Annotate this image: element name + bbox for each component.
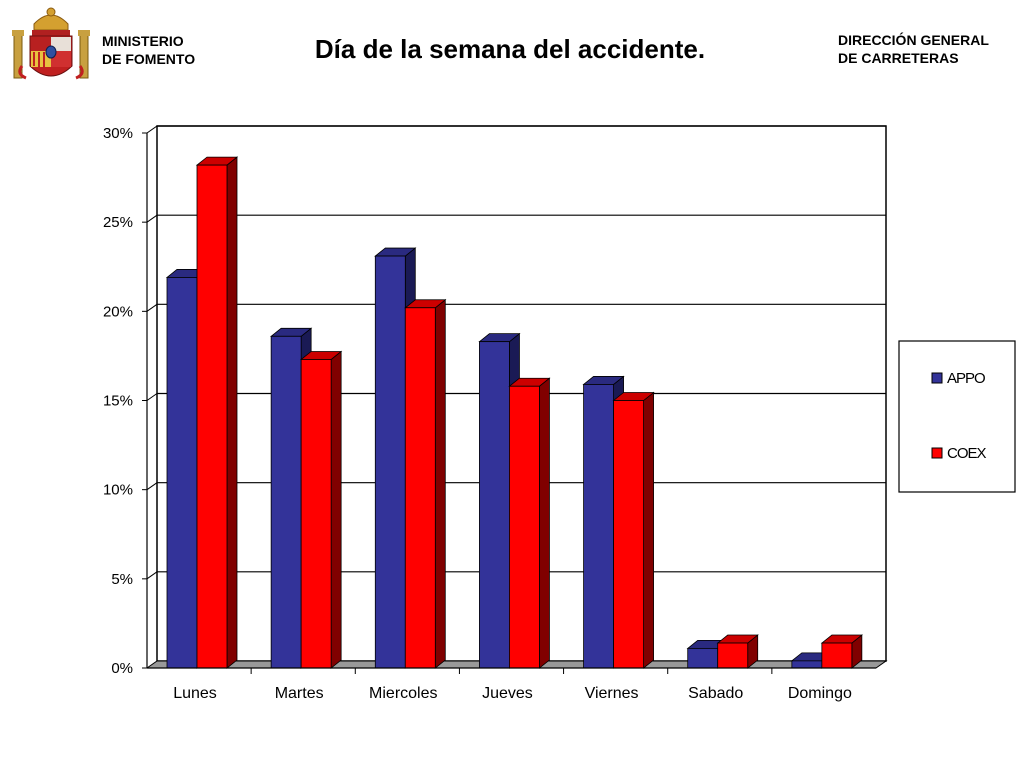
direction-label: DIRECCIÓN GENERAL DE CARRETERAS [838,31,989,67]
bar-coex-domingo [820,634,863,669]
direction-line-1: DIRECCIÓN GENERAL [838,32,989,48]
y-tick-label: 10% [103,482,133,499]
y-tick-label: 30% [103,125,133,142]
x-tick-label: Viernes [585,685,639,702]
gridline-side [146,393,158,401]
legend-label-appo: APPO [947,370,985,387]
y-tick-label: 0% [111,660,133,677]
legend-box [898,340,1016,493]
bar-coex-lunes [195,156,239,669]
x-tick-label: Jueves [482,685,533,702]
chart-title-container: Día de la semana del accidente. [0,34,1024,65]
axis-layer: 0% 5% 10% 15% 20% 25% 30% Lunes Martes Miercoles J… [103,125,876,702]
legend: APPO COEX [898,340,1016,493]
legend-swatch-appo [931,372,943,384]
bar-coex-martes [300,350,343,669]
x-tick-label: Miercoles [369,685,437,702]
y-tick-label: 5% [111,571,133,588]
y-tick-label: 25% [103,214,133,231]
coat-of-arms-logo [12,7,90,80]
ministry-line-1: MINISTERIO [102,33,184,49]
chart-title: Día de la semana del accidente. [314,34,706,64]
bar-coex-miercoles [404,298,447,669]
bar-coex-jueves [508,377,551,669]
bar-coex-sabado [716,634,759,669]
gridline-side [146,303,158,312]
gridline-side [146,571,158,580]
legend-swatch-coex [931,447,943,459]
x-tick-label: Lunes [173,685,217,702]
ministry-line-2: DE FOMENTO [102,51,196,67]
bars-layer [165,156,863,669]
gridline-side [146,125,158,134]
x-tick-label: Sabado [688,685,743,702]
legend-label-coex: COEX [947,445,987,462]
direction-line-2: DE CARRETERAS [838,50,959,66]
gridline-side [146,214,158,223]
x-tick-label: Martes [275,685,324,702]
bar-coex-viernes [612,391,655,669]
y-tick-label: 15% [103,393,133,410]
ministry-label: MINISTERIO DE FOMENTO [102,32,195,68]
x-tick-label: Domingo [788,685,852,702]
gridline-side [146,482,158,491]
y-tick-label: 20% [103,303,133,320]
